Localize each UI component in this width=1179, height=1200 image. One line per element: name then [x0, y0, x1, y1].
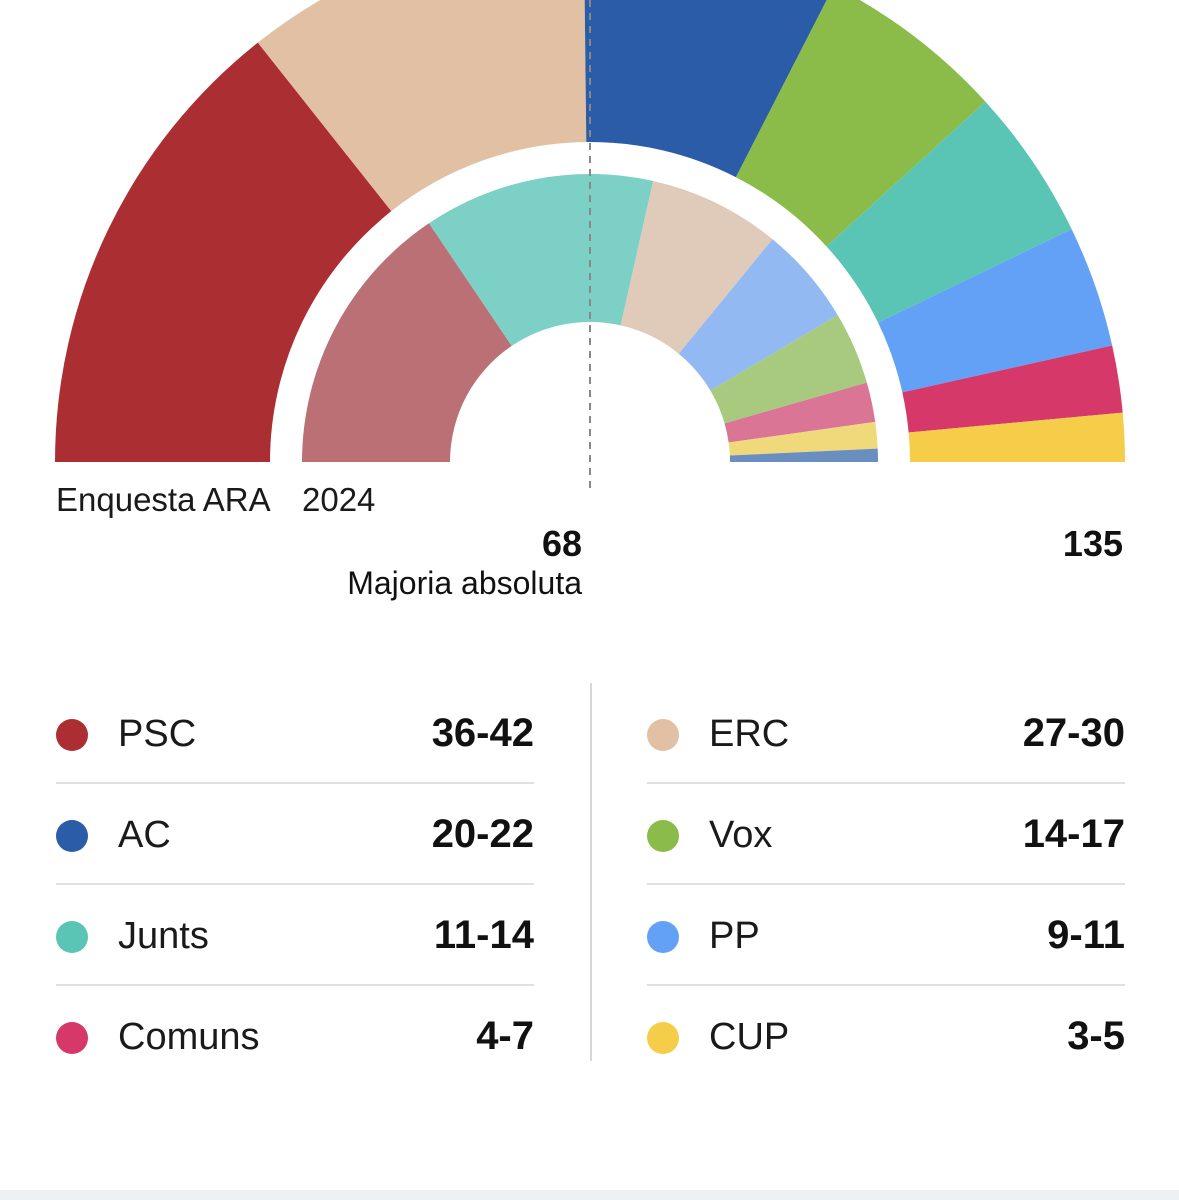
legend-seat-range: 27-30 [1022, 711, 1125, 755]
seat-segment-junts-inner [428, 174, 654, 346]
legend-seat-range: 3-5 [1067, 1014, 1125, 1058]
legend-party-name: Vox [709, 814, 773, 856]
legend-party-name: Junts [118, 915, 209, 957]
seat-segment-comuns-outer [902, 345, 1123, 433]
seat-segment-psc-inner [302, 223, 512, 462]
footer-band [0, 1190, 1179, 1200]
seat-segment-erc-outer [257, 0, 587, 212]
legend-item-comuns: Comuns 4-7 [56, 986, 534, 1087]
seat-segment-other-inner [729, 448, 878, 462]
legend-dot-erc [647, 719, 679, 751]
legend-seat-range: 20-22 [431, 812, 534, 856]
legend-item-vox: Vox 14-17 [647, 784, 1125, 885]
legend-item-junts: Junts 11-14 [56, 885, 534, 986]
legend-party-name: AC [118, 814, 171, 856]
seat-segment-vox-outer [735, 0, 986, 247]
legend-seat-range: 9-11 [1047, 913, 1125, 957]
legend-seat-range: 36-42 [431, 711, 534, 755]
legend-dot-pp [647, 921, 679, 953]
legend-dot-psc [56, 719, 88, 751]
seat-segment-pp-outer [878, 229, 1113, 393]
total-seats-number: 135 [1062, 523, 1123, 564]
inner-ring-label: 2024 [302, 481, 376, 518]
legend-dot-cup [647, 1022, 679, 1054]
seat-segment-junts-outer [826, 101, 1072, 323]
seat-segment-pp-inner [678, 239, 838, 391]
outer-ring [55, 0, 1125, 462]
legend-party-name: ERC [709, 713, 790, 755]
legend-divider [590, 683, 592, 1061]
legend-right-column: ERC 27-30 Vox 14-17 PP 9-11 CUP 3-5 [647, 683, 1125, 1087]
legend-seat-range: 11-14 [433, 913, 534, 957]
legend-party-name: PP [709, 915, 760, 957]
legend-dot-comuns [56, 1022, 88, 1054]
legend-dot-vox [647, 820, 679, 852]
legend-item-erc: ERC 27-30 [647, 683, 1125, 784]
legend-item-psc: PSC 36-42 [56, 683, 534, 784]
legend-item-ac: AC 20-22 [56, 784, 534, 885]
legend-party-name: PSC [118, 713, 197, 755]
seat-segment-cup-outer [908, 412, 1125, 462]
hemicycle-chart [55, 0, 1125, 492]
legend-dot-ac [56, 820, 88, 852]
seat-segment-ac-outer [584, 0, 827, 178]
seat-segment-comuns-inner [724, 382, 876, 443]
legend-left-column: PSC 36-42 AC 20-22 Junts 11-14 Comuns 4-… [56, 683, 534, 1087]
seat-segment-vox-inner [710, 315, 867, 424]
outer-ring-label: Enquesta ARA [56, 481, 271, 518]
seat-segment-psc-outer [55, 42, 392, 462]
inner-ring [302, 174, 878, 462]
legend-seat-range: 14-17 [1022, 812, 1125, 856]
legend-party-name: CUP [709, 1016, 790, 1058]
majority-label: Majoria absoluta [347, 565, 582, 601]
legend-party-name: Comuns [118, 1016, 260, 1058]
legend-seat-range: 4-7 [476, 1014, 534, 1058]
seat-segment-cup-inner [728, 421, 878, 456]
legend-item-pp: PP 9-11 [647, 885, 1125, 986]
legend-item-cup: CUP 3-5 [647, 986, 1125, 1087]
seat-segment-erc-inner [620, 181, 773, 354]
legend-dot-junts [56, 921, 88, 953]
majority-number: 68 [541, 523, 582, 564]
